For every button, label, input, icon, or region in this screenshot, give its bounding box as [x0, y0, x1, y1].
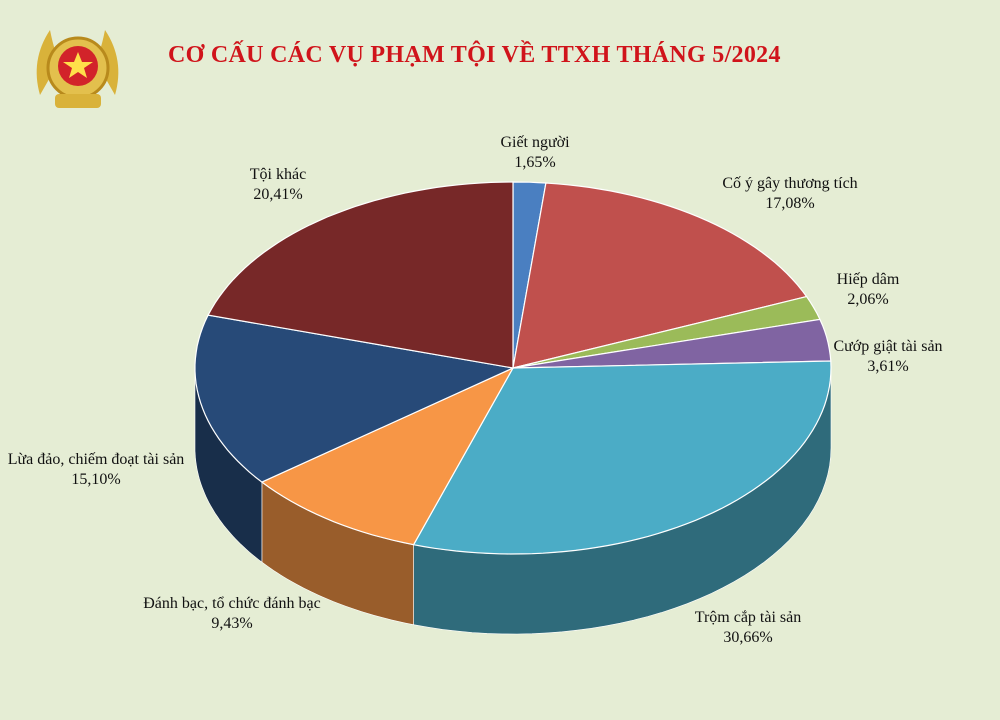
value-label: 30,66% [723, 629, 773, 646]
slice [194, 314, 516, 483]
slice [260, 366, 515, 546]
data-label: Tội khác 20,41% [208, 165, 348, 205]
category-label: Trộm cắp tài sản [694, 609, 802, 626]
value-label: 1,65% [514, 154, 556, 171]
data-label: Trộm cắp tài sản 30,66% [648, 608, 848, 648]
chart-title: CƠ CẤU CÁC VỤ PHẠM TỘI VỀ TTXH THÁNG 5/2… [168, 42, 781, 68]
slice [207, 181, 514, 369]
value-label: 9,43% [211, 615, 253, 632]
category-label: Cố ý gây thương tích [722, 175, 858, 192]
category-label: Cướp giật tài sản [833, 338, 943, 355]
category-label: Giết người [500, 134, 570, 151]
value-label: 17,08% [765, 195, 815, 212]
data-label: Lừa đảo, chiếm đoạt tài sản 15,10% [6, 450, 186, 490]
slice [512, 318, 832, 369]
value-label: 20,41% [253, 186, 303, 203]
category-label: Lừa đảo, chiếm đoạt tài sản [7, 451, 185, 468]
data-label: Hiếp dâm 2,06% [808, 270, 928, 310]
category-label: Tội khác [249, 166, 307, 183]
value-label: 3,61% [867, 358, 909, 375]
data-label: Giết người 1,65% [475, 133, 595, 173]
emblem [36, 30, 119, 108]
data-label: Cố ý gây thương tích 17,08% [690, 174, 890, 214]
data-label: Cướp giật tài sản 3,61% [818, 337, 958, 377]
category-label: Đánh bạc, tổ chức đánh bạc [143, 595, 321, 612]
value-label: 2,06% [847, 291, 889, 308]
slice [512, 182, 808, 369]
slice [412, 360, 832, 555]
value-label: 15,10% [71, 471, 121, 488]
data-label: Đánh bạc, tổ chức đánh bạc 9,43% [137, 594, 327, 634]
category-label: Hiếp dâm [836, 271, 900, 288]
